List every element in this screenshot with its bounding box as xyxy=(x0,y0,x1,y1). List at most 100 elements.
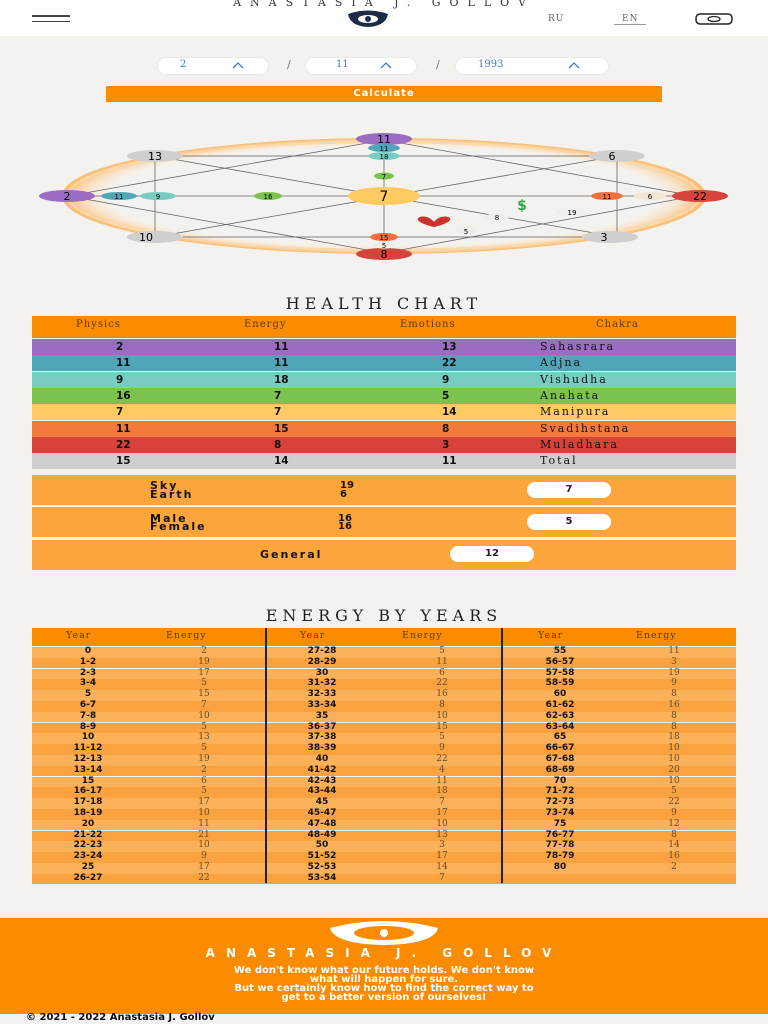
energy-row: 21-22 21 48-49 13 76-77 8 xyxy=(32,829,736,842)
energy-cell: 3 xyxy=(439,840,445,851)
energy-cell: 11 xyxy=(436,775,448,786)
sky-earth-row: Sky Earth 19 6 7 xyxy=(32,475,736,505)
energy-row: 0 2 27-28 5 55 11 xyxy=(32,646,736,658)
energy-row: 18-19 10 45-47 17 73-74 9 xyxy=(32,808,736,820)
footer-tagline-2: what will happen for sure. xyxy=(309,974,459,985)
node-center: 7 xyxy=(380,189,389,205)
year-cell: 26-27 xyxy=(73,872,103,883)
energy-cell: 20 xyxy=(668,764,680,775)
health-chart-header: Physics Energy Emotions Chakra xyxy=(32,316,736,338)
health-row: 9 18 9 Vishudha xyxy=(32,371,736,388)
emotions-cell: 3 xyxy=(442,438,450,451)
year-cell: 45 xyxy=(315,797,329,808)
energy-cell: 4 xyxy=(439,764,445,775)
energy-row: 17-18 17 45 7 72-73 22 xyxy=(32,797,736,809)
year-cell: 11-12 xyxy=(73,743,103,754)
chevron-updown-icon xyxy=(380,62,392,69)
col-year: Year xyxy=(538,630,564,641)
col-year: Year xyxy=(300,630,326,641)
energy-cell: 9 xyxy=(201,851,207,862)
eye-logo-icon[interactable] xyxy=(346,10,390,28)
energy-cell: 11 xyxy=(198,818,210,829)
footer-tagline-4: get to a better version of ourselves! xyxy=(281,992,487,1003)
node-right-inner-2: 6 xyxy=(648,193,653,201)
energy-cell: 5 xyxy=(201,721,207,732)
energy-cell: 18 xyxy=(436,786,448,797)
health-row: 15 14 11 Total xyxy=(32,453,736,470)
year-select[interactable]: 1993 xyxy=(456,58,608,74)
energy-row: 3-4 5 31-32 22 58-59 9 xyxy=(32,678,736,690)
energy-row: 7-8 10 35 10 62-63 8 xyxy=(32,710,736,723)
energy-cell: 10 xyxy=(198,710,210,721)
year-cell: 21-22 xyxy=(73,829,103,840)
lang-en[interactable]: EN xyxy=(614,14,647,25)
energy-cell: 18 xyxy=(274,373,289,386)
year-cell: 78-79 xyxy=(545,851,575,862)
year-cell: 41-42 xyxy=(307,764,337,775)
year-cell: 77-78 xyxy=(545,840,575,851)
year-cell: 62-63 xyxy=(545,710,575,721)
energy-years-table: Year Energy Year Energy Year Energy 0 2 27… xyxy=(32,628,736,885)
energy-cell: 9 xyxy=(671,808,677,818)
node-top-inner-3: 7 xyxy=(382,173,386,181)
energy-cell: 10 xyxy=(198,808,210,818)
year-cell: 65 xyxy=(553,732,567,743)
energy-cell: 13 xyxy=(436,829,448,840)
energy-cell: 2 xyxy=(201,646,207,656)
energy-cell: 9 xyxy=(671,678,677,689)
year-cell: 80 xyxy=(553,862,567,872)
energy-row: 23-24 9 51-52 17 78-79 16 xyxy=(32,851,736,863)
energy-cell: 7 xyxy=(201,700,207,710)
col-energy: Energy xyxy=(402,630,443,641)
year-cell: 18-19 xyxy=(73,808,103,818)
energy-row: 26-27 22 53-54 7 xyxy=(32,872,736,885)
day-value: 2 xyxy=(180,59,187,70)
lang-ru[interactable]: RU xyxy=(548,14,565,24)
chakra-cell: Anahata xyxy=(540,388,601,402)
energy-cell: 15 xyxy=(436,721,448,732)
instagram-icon[interactable] xyxy=(695,13,733,25)
energy-cell: 14 xyxy=(436,862,448,872)
year-cell: 27-28 xyxy=(307,646,337,656)
energy-cell: 5 xyxy=(201,786,207,797)
calculate-button[interactable]: Calculate xyxy=(106,86,662,102)
year-cell: 40 xyxy=(315,754,329,764)
day-select[interactable]: 2 xyxy=(158,58,268,74)
year-cell: 32-33 xyxy=(307,689,337,700)
health-row: 11 11 22 Adjna xyxy=(32,355,736,372)
month-select[interactable]: 11 xyxy=(306,58,416,74)
year-cell: 22-23 xyxy=(73,840,103,851)
node-right-inner-3: 19 xyxy=(568,209,577,217)
chakra-cell: Adjna xyxy=(540,356,583,370)
male-label: Male xyxy=(150,512,188,525)
year-cell: 7-8 xyxy=(79,710,97,721)
node-bottom-left: 10 xyxy=(139,231,153,244)
footer-tagline-1: We don't know what our future holds. We … xyxy=(233,965,535,976)
year-cell: 51-52 xyxy=(307,851,337,862)
energy-cell: 19 xyxy=(198,754,210,764)
energy-cell: 16 xyxy=(436,689,448,700)
energy-row: 20 11 47-48 10 75 12 xyxy=(32,818,736,831)
year-cell: 6-7 xyxy=(79,700,97,710)
menu-icon[interactable] xyxy=(32,15,70,23)
node-top-right: 6 xyxy=(609,150,616,163)
col-chakra: Chakra xyxy=(596,319,639,330)
year-cell: 43-44 xyxy=(307,786,337,797)
energy-cell: 22 xyxy=(198,872,210,883)
footer-brand: ANASTASIA J. GOLLOV xyxy=(205,946,563,960)
top-bar: ANASTASIA J. GOLLOV RU EN xyxy=(0,0,768,36)
footer-tagline-3: But we certainly know how to find the co… xyxy=(234,983,534,994)
earth-label: Earth xyxy=(150,488,194,501)
year-cell: 28-29 xyxy=(307,656,337,667)
year-cell: 10 xyxy=(81,732,95,743)
energy-cell: 5 xyxy=(201,743,207,754)
energy-cell: 10 xyxy=(668,775,680,786)
year-cell: 53-54 xyxy=(307,872,337,883)
emotions-cell: 8 xyxy=(442,422,450,435)
year-cell: 36-37 xyxy=(307,721,337,732)
energy-cell: 11 xyxy=(436,656,448,667)
earth-value: 6 xyxy=(340,489,347,500)
energy-cell: 15 xyxy=(274,422,289,435)
energy-cell: 5 xyxy=(439,732,445,743)
energy-cell: 7 xyxy=(439,872,445,883)
